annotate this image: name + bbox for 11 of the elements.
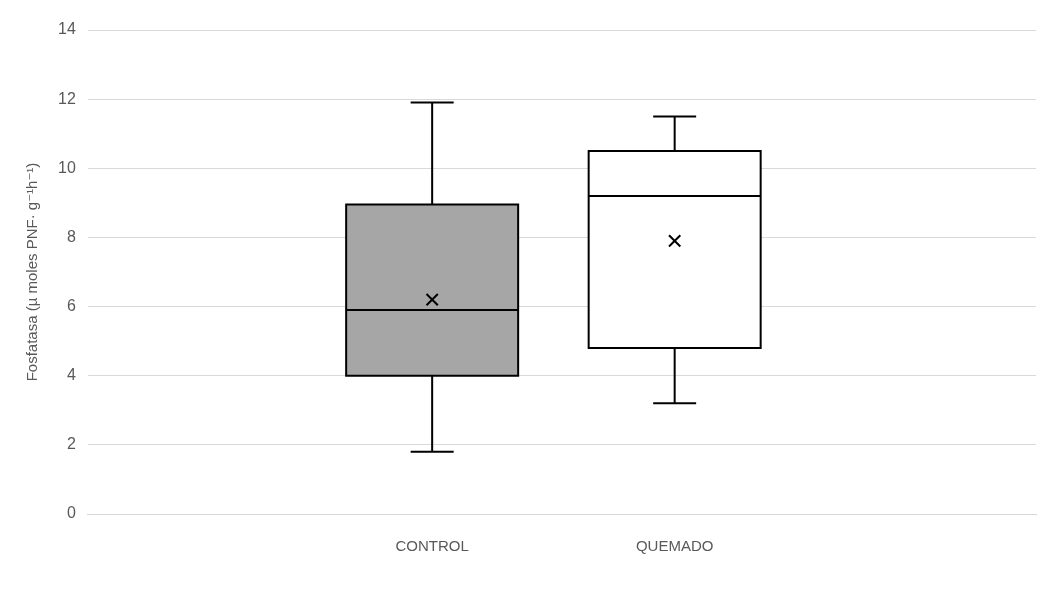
y-tick-label: 8 bbox=[66, 227, 76, 245]
y-tick-label: 6 bbox=[66, 296, 76, 314]
y-tick-label: 0 bbox=[66, 504, 76, 522]
y-tick-label: 2 bbox=[66, 435, 76, 453]
x-tick-label: CONTROL bbox=[395, 537, 469, 555]
y-tick-label: 14 bbox=[58, 20, 76, 38]
y-tick-label: 10 bbox=[58, 158, 76, 176]
x-tick-label: QUEMADO bbox=[635, 537, 714, 555]
y-tick-label: 4 bbox=[66, 366, 76, 384]
y-axis-title: Fosfatasa (µ moles PNF· g⁻¹h⁻¹) bbox=[23, 162, 41, 382]
y-tick-label: 12 bbox=[58, 89, 76, 107]
